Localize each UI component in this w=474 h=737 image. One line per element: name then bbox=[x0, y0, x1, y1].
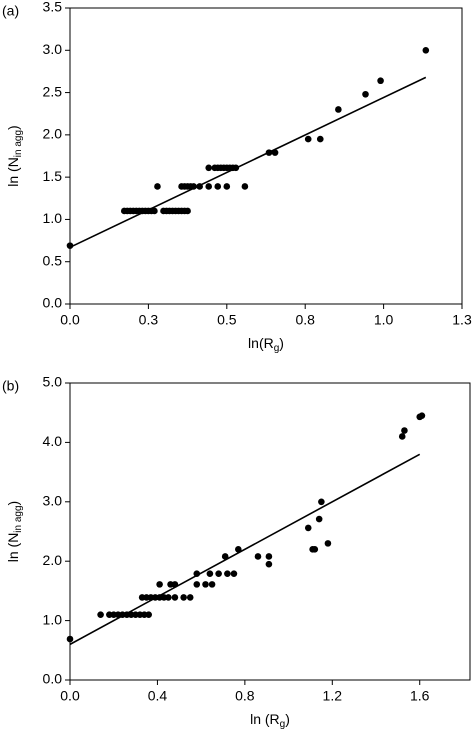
y-tick-label: 3.0 bbox=[43, 41, 63, 57]
fit-line bbox=[69, 453, 421, 646]
y-tick-label: 1.0 bbox=[43, 611, 63, 627]
point bbox=[254, 553, 262, 560]
point bbox=[398, 433, 406, 440]
point bbox=[223, 183, 231, 190]
x-label-main: ln (R bbox=[250, 711, 280, 727]
point bbox=[186, 594, 194, 601]
point bbox=[362, 90, 369, 98]
point bbox=[235, 546, 242, 553]
point bbox=[154, 183, 161, 190]
point bbox=[206, 570, 214, 577]
point bbox=[145, 611, 152, 618]
point bbox=[184, 207, 191, 215]
point bbox=[66, 635, 74, 643]
y-tick-label: 2.5 bbox=[43, 83, 63, 99]
panel-label: (a) bbox=[2, 3, 19, 19]
point bbox=[311, 546, 319, 553]
point bbox=[214, 183, 222, 190]
point bbox=[241, 183, 249, 190]
y-axis-label: ln (Nin agg) bbox=[5, 125, 24, 186]
x-label-sub: g bbox=[280, 719, 286, 730]
y-tick-label: 2.0 bbox=[43, 552, 63, 568]
point bbox=[202, 581, 209, 588]
point bbox=[156, 581, 163, 588]
y-tick-label: 2.0 bbox=[43, 126, 63, 142]
point bbox=[224, 570, 231, 577]
y-label-end: ) bbox=[5, 501, 21, 506]
point bbox=[265, 553, 273, 560]
y-label-sub: in agg bbox=[13, 505, 24, 532]
point bbox=[165, 594, 172, 601]
y-tick-label: 0.5 bbox=[43, 252, 63, 268]
point bbox=[205, 183, 213, 190]
point bbox=[205, 164, 213, 172]
point bbox=[335, 106, 342, 113]
point bbox=[418, 412, 426, 419]
point bbox=[97, 611, 104, 618]
y-label-sub: in agg bbox=[13, 130, 24, 157]
x-axis-label: ln(Rg) bbox=[248, 335, 284, 354]
point bbox=[324, 540, 332, 547]
x-tick-label: 0.8 bbox=[235, 688, 255, 704]
x-tick-label: 1.0 bbox=[374, 312, 394, 328]
fit-line bbox=[69, 76, 427, 249]
point bbox=[316, 135, 324, 143]
y-axis-label: ln (Nin agg) bbox=[5, 501, 24, 562]
x-tick-label: 0.5 bbox=[217, 312, 237, 328]
y-tick-label: 0.0 bbox=[43, 295, 63, 311]
y-tick-label: 4.0 bbox=[43, 433, 63, 449]
y-tick-label: 3.0 bbox=[43, 493, 63, 509]
x-tick-label: 1.6 bbox=[410, 688, 430, 704]
point bbox=[221, 553, 229, 560]
y-label-main: ln (N bbox=[5, 533, 21, 563]
x-label-main: ln(R bbox=[248, 335, 274, 351]
y-label-main: ln (N bbox=[5, 157, 21, 187]
y-tick-label: 0.0 bbox=[43, 671, 63, 687]
x-tick-label: 1.3 bbox=[452, 312, 472, 328]
point bbox=[377, 77, 384, 85]
y-label-end: ) bbox=[5, 125, 21, 130]
x-tick-label: 0.3 bbox=[139, 312, 159, 328]
x-tick-label: 1.2 bbox=[323, 688, 343, 704]
point bbox=[315, 515, 323, 523]
x-tick-label: 0.8 bbox=[295, 312, 315, 328]
point bbox=[304, 135, 312, 143]
point bbox=[180, 594, 187, 601]
x-label-end: ) bbox=[279, 335, 284, 351]
point bbox=[208, 581, 216, 588]
y-tick-label: 5.0 bbox=[43, 374, 63, 390]
x-tick-label: 0.4 bbox=[148, 688, 168, 704]
y-tick-label: 1.5 bbox=[43, 168, 63, 184]
point bbox=[151, 207, 158, 215]
point bbox=[230, 570, 238, 577]
x-label-end: ) bbox=[285, 711, 290, 727]
x-tick-label: 0.0 bbox=[60, 312, 80, 328]
point bbox=[265, 560, 273, 568]
point bbox=[171, 594, 179, 601]
point bbox=[304, 524, 312, 532]
point bbox=[193, 581, 201, 588]
point bbox=[422, 46, 430, 54]
point bbox=[318, 498, 325, 506]
x-label-sub: g bbox=[274, 343, 280, 354]
y-tick-label: 1.0 bbox=[43, 210, 63, 226]
x-tick-label: 0.0 bbox=[60, 688, 80, 704]
point bbox=[401, 427, 408, 434]
plot-frame bbox=[69, 382, 471, 681]
panel-label: (b) bbox=[2, 378, 19, 394]
plot-frame bbox=[69, 7, 463, 305]
point bbox=[215, 570, 222, 577]
x-axis-label: ln (Rg) bbox=[250, 711, 290, 730]
y-tick-label: 3.5 bbox=[43, 0, 63, 15]
